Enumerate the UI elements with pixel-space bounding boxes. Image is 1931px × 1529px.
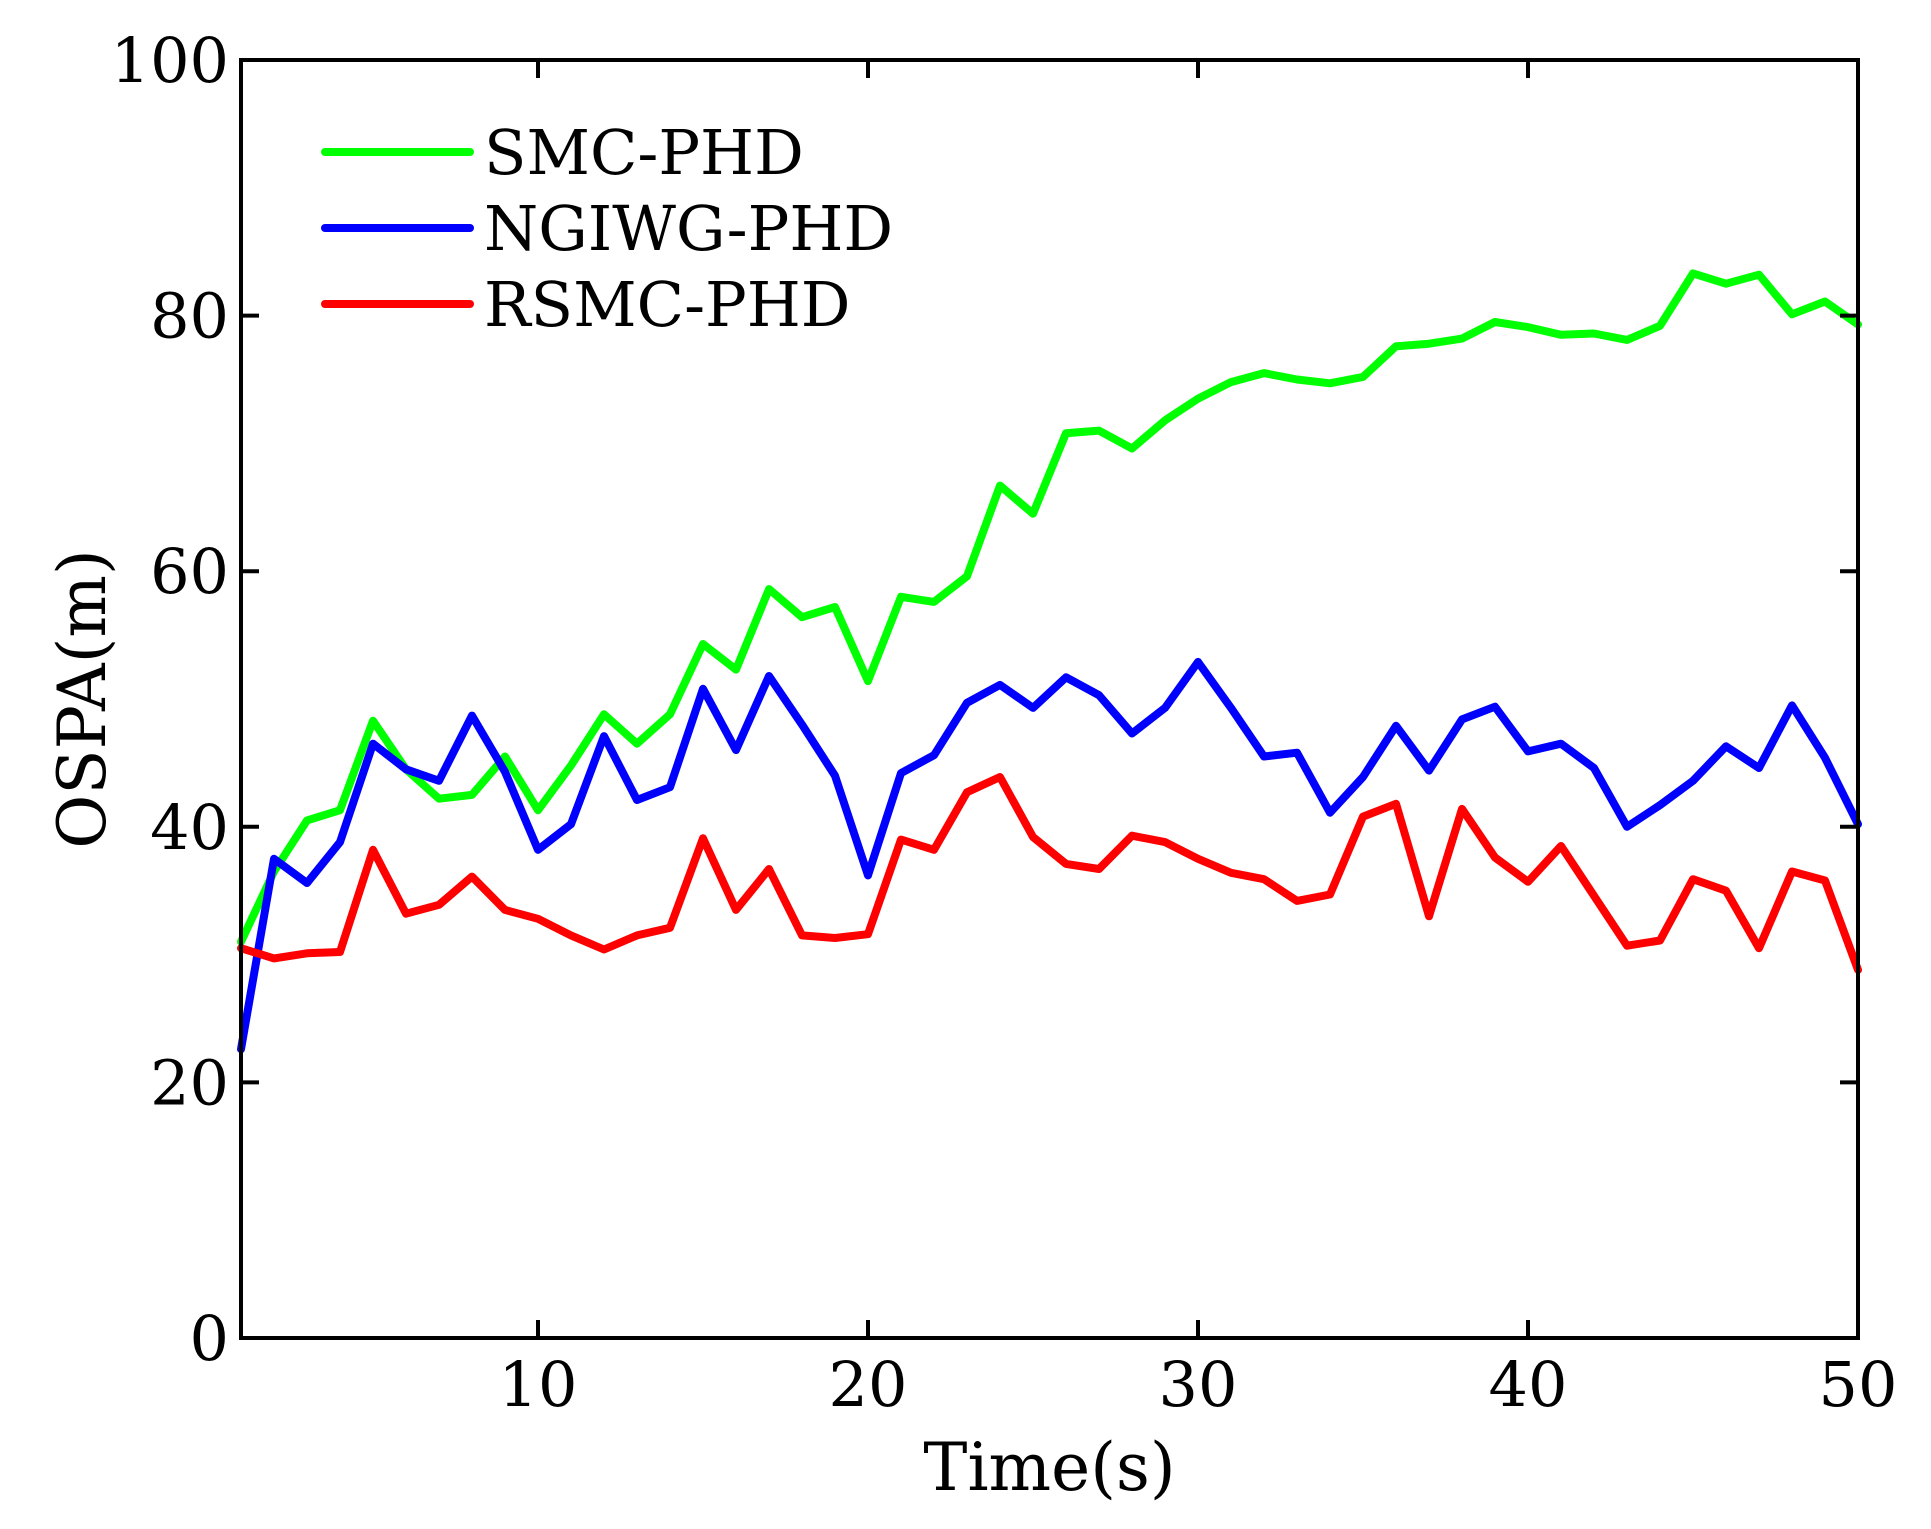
series-line-smc-phd — [237, 269, 1862, 946]
x-tick-label: 40 — [1489, 1348, 1568, 1421]
legend-label-rsmc-phd: RSMC-PHD — [484, 268, 851, 341]
x-axis-label: Time(s) — [923, 1429, 1175, 1506]
y-tick-label: 80 — [150, 280, 229, 353]
series-layer — [237, 269, 1862, 1054]
y-tick-label: 0 — [190, 1302, 229, 1375]
x-tick-label: 10 — [499, 1348, 578, 1421]
x-tick-label: 50 — [1819, 1348, 1898, 1421]
legend-label-ngiwg-phd: NGIWG-PHD — [484, 192, 893, 265]
series-line-rsmc-phd — [237, 773, 1862, 974]
legend-label-smc-phd: SMC-PHD — [484, 116, 804, 189]
series-line-ngiwg-phd — [237, 657, 1862, 1054]
x-tick-label: 20 — [829, 1348, 908, 1421]
y-tick-label: 20 — [150, 1046, 229, 1119]
plot-frame — [239, 58, 1860, 1340]
ticks-layer: 10 20 30 40 50 0 20 40 60 80 100 — [111, 24, 1898, 1421]
y-axis-label: OSPA(m) — [44, 549, 121, 848]
y-tick-label: 100 — [111, 24, 229, 97]
y-tick-label: 40 — [150, 791, 229, 864]
y-tick-label: 60 — [150, 535, 229, 608]
x-tick-label: 30 — [1159, 1348, 1238, 1421]
